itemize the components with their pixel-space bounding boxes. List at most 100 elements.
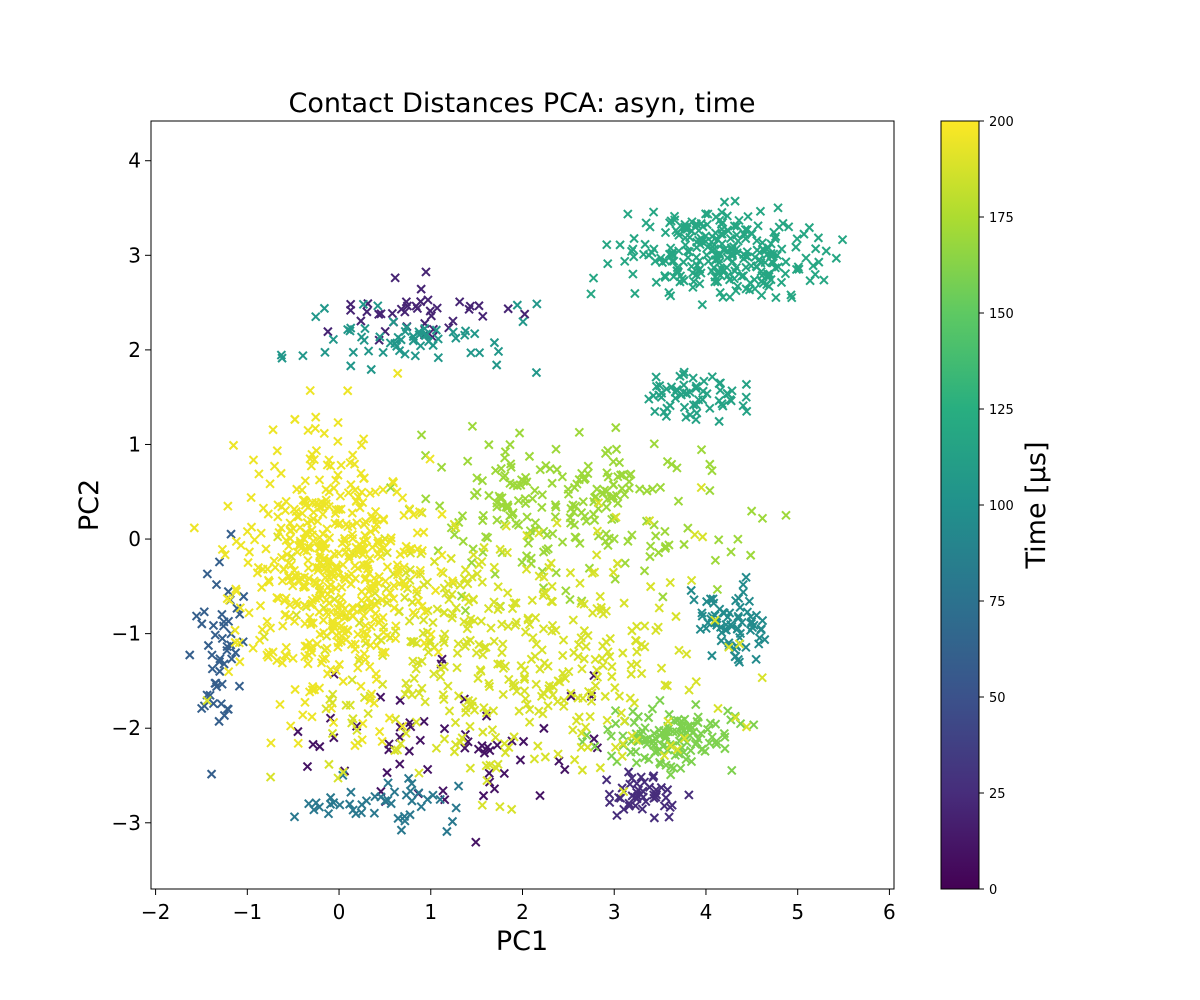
scatter-point <box>346 579 356 589</box>
scatter-point <box>458 536 468 547</box>
scatter-point <box>557 537 568 547</box>
scatter-point <box>438 690 448 700</box>
scatter-point <box>384 713 395 723</box>
scatter-point <box>443 681 453 691</box>
scatter-point <box>397 493 408 503</box>
scatter-point <box>506 804 517 815</box>
scatter-point <box>724 642 734 652</box>
scatter-point <box>664 287 674 298</box>
scatter-point <box>336 460 346 470</box>
scatter-point <box>205 690 215 701</box>
scatter-point <box>660 543 671 553</box>
scatter-point <box>697 299 708 310</box>
scatter-point <box>272 446 282 456</box>
scatter-point <box>559 701 569 712</box>
scatter-point <box>238 591 249 602</box>
scatter-point <box>705 459 715 469</box>
scatter-point <box>560 673 571 684</box>
scatter-point <box>484 490 494 501</box>
scatter-point <box>537 645 547 655</box>
scatter-point <box>257 624 267 635</box>
scatter-point <box>726 547 736 557</box>
scatter-point <box>339 572 349 583</box>
scatter-point <box>326 607 336 617</box>
scatter-point <box>449 747 460 757</box>
scatter-point <box>321 499 331 509</box>
scatter-point <box>629 233 639 244</box>
scatter-point <box>705 485 715 496</box>
scatter-point <box>485 760 495 770</box>
scatter-point <box>337 538 347 548</box>
scatter-point <box>592 526 603 536</box>
scatter-point <box>569 755 580 765</box>
scatter-point <box>514 706 524 716</box>
scatter-point <box>373 301 383 311</box>
scatter-point <box>643 712 654 723</box>
scatter-point <box>831 253 842 263</box>
scatter-point <box>478 311 488 322</box>
scatter-point <box>563 489 574 499</box>
scatter-point <box>452 648 463 658</box>
scatter-point <box>583 461 593 471</box>
scatter-point <box>727 386 737 396</box>
scatter-point <box>619 598 629 608</box>
scatter-point <box>439 723 450 734</box>
scatter-point <box>401 567 411 578</box>
scatter-point <box>586 289 596 299</box>
scatter-point <box>279 596 290 606</box>
scatter-point <box>357 605 367 615</box>
scatter-point <box>407 778 417 789</box>
scatter-point <box>461 592 471 603</box>
scatter-point <box>683 523 693 533</box>
scatter-point <box>386 536 396 546</box>
scatter-point <box>640 723 650 733</box>
scatter-point <box>375 332 385 342</box>
scatter-point <box>231 586 242 597</box>
scatter-point <box>792 234 802 244</box>
scatter-point <box>356 316 366 326</box>
scatter-point <box>741 406 752 417</box>
scatter-point <box>208 698 219 709</box>
scatter-point <box>727 256 738 267</box>
scatter-point <box>376 309 386 319</box>
scatter-point <box>412 528 423 538</box>
scatter-point <box>540 752 551 762</box>
scatter-point <box>644 754 654 765</box>
scatter-point <box>624 483 634 493</box>
scatter-point <box>350 485 360 495</box>
scatter-point <box>664 218 675 228</box>
scatter-point <box>469 329 480 339</box>
scatter-point <box>414 330 424 340</box>
scatter-point <box>436 566 446 577</box>
scatter-point <box>485 745 495 756</box>
scatter-point <box>756 276 767 286</box>
scatter-point <box>363 346 374 356</box>
scatter-point <box>603 472 613 482</box>
scatter-point <box>277 353 287 363</box>
scatter-point <box>707 732 717 742</box>
scatter-point <box>501 521 511 531</box>
scatter-point <box>363 708 373 719</box>
scatter-point <box>335 491 346 501</box>
scatter-point <box>519 686 530 696</box>
scatter-point <box>651 792 661 802</box>
scatter-point <box>321 495 331 505</box>
scatter-point <box>651 381 662 392</box>
scatter-point <box>327 728 338 739</box>
scatter-point <box>672 266 683 276</box>
scatter-point <box>327 689 338 700</box>
scatter-point <box>385 338 396 348</box>
scatter-point <box>382 630 392 641</box>
scatter-point <box>425 454 435 464</box>
scatter-point <box>705 718 716 728</box>
scatter-point <box>654 603 664 613</box>
scatter-point <box>246 492 256 503</box>
scatter-point <box>741 379 752 390</box>
scatter-point <box>634 484 645 494</box>
scatter-point <box>576 728 587 738</box>
scatter-point <box>618 786 629 797</box>
colorbar-tick-label: 150 <box>989 307 1014 322</box>
scatter-point <box>751 654 761 665</box>
scatter-point <box>442 826 452 837</box>
y-tick-label: −1 <box>112 622 141 646</box>
